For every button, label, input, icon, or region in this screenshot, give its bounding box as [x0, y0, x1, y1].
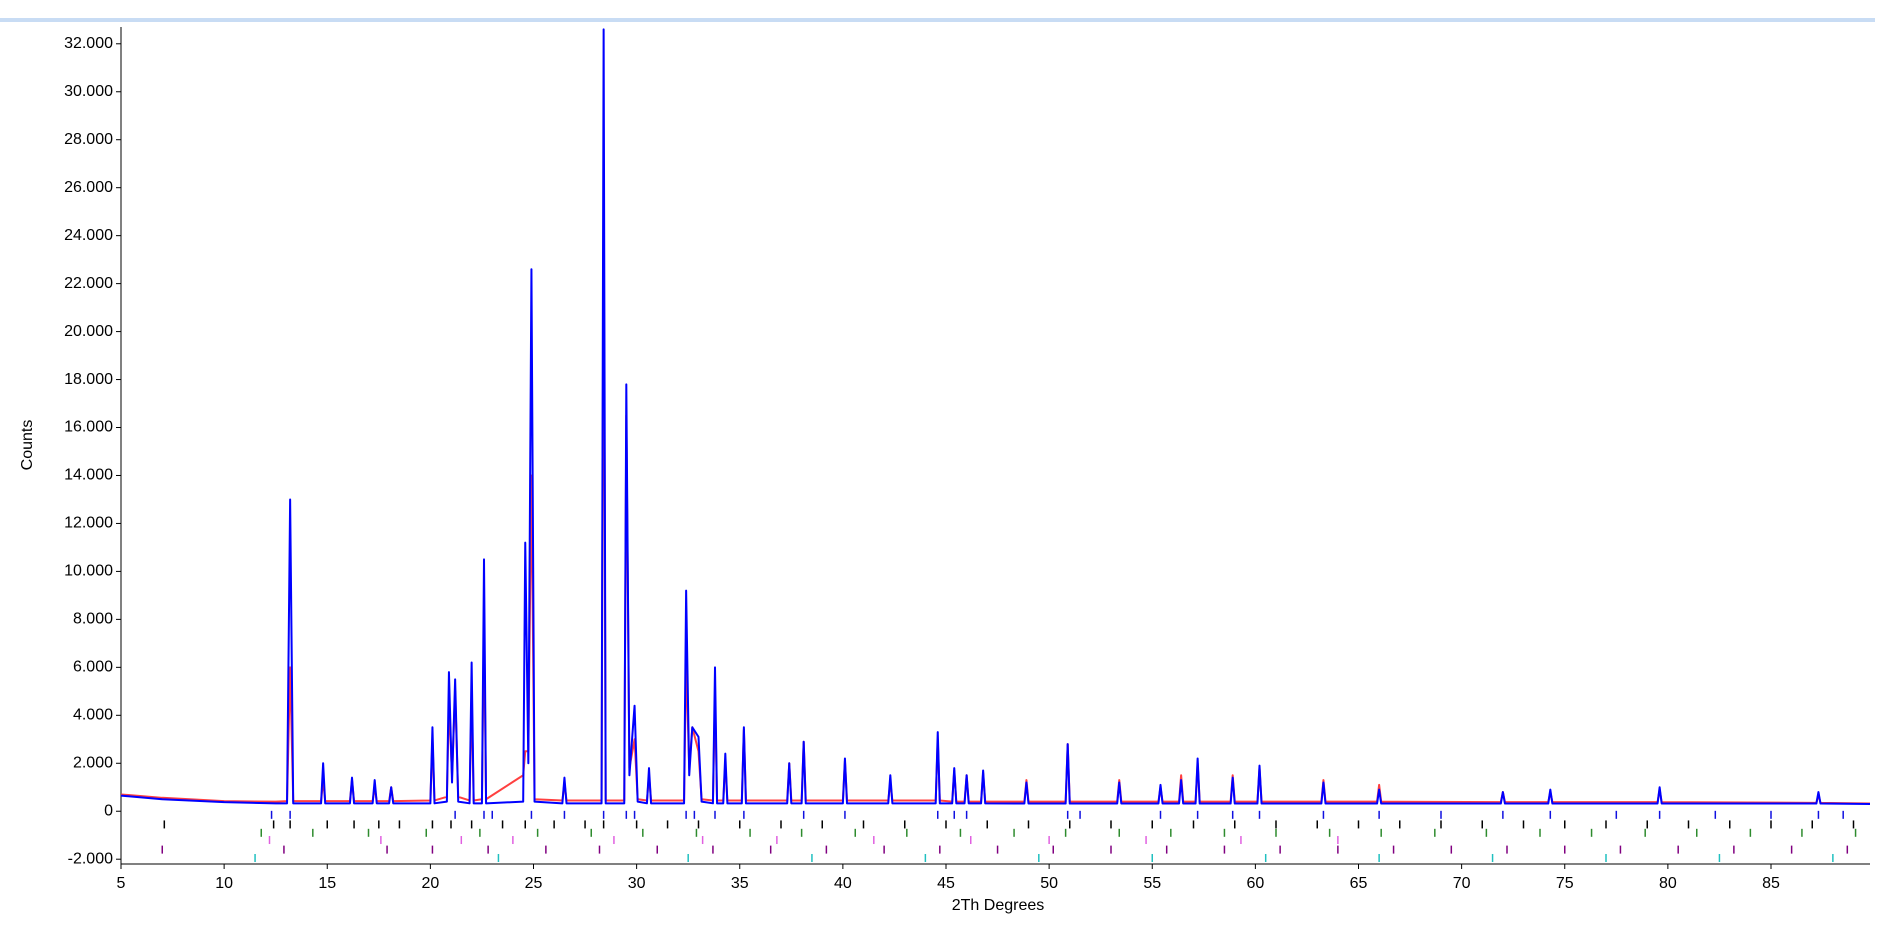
- pattern-line: [120, 28, 1871, 806]
- y-tick-label: 6.000: [73, 659, 113, 676]
- x-tick-label: 70: [1453, 875, 1471, 892]
- y-tick-label: 0: [104, 802, 113, 819]
- x-tick-label: 65: [1350, 875, 1368, 892]
- top-border: [0, 18, 1875, 22]
- x-tick-label: 10: [215, 875, 233, 892]
- y-tick-label: 10.000: [64, 563, 113, 580]
- x-tick-label: 5: [117, 875, 126, 892]
- x-tick-label: 30: [628, 875, 646, 892]
- y-tick-label: 4.000: [73, 707, 113, 724]
- y-tick-label: 16.000: [64, 419, 113, 436]
- y-tick-label: 24.000: [64, 227, 113, 244]
- x-tick-label: 50: [1040, 875, 1058, 892]
- x-tick-label: 20: [421, 875, 439, 892]
- y-tick-label: 28.000: [64, 131, 113, 148]
- x-axis-title: 2Th Degrees: [952, 897, 1045, 914]
- y-tick-label: 14.000: [64, 467, 113, 484]
- y-tick-label: 12.000: [64, 515, 113, 532]
- x-tick-label: 35: [731, 875, 749, 892]
- x-tick-label: 85: [1762, 875, 1780, 892]
- y-tick-label: 8.000: [73, 611, 113, 628]
- x-tick-label: 60: [1246, 875, 1264, 892]
- x-tick-label: 55: [1143, 875, 1161, 892]
- y-tick-label: 22.000: [64, 275, 113, 292]
- x-tick-label: 25: [525, 875, 543, 892]
- x-tick-label: 80: [1659, 875, 1677, 892]
- y-tick-label: -2.000: [68, 850, 113, 867]
- y-tick-label: 20.000: [64, 323, 113, 340]
- pattern-line: [120, 186, 1871, 805]
- y-axis-title: Counts: [19, 420, 36, 471]
- y-tick-label: 30.000: [64, 83, 113, 100]
- y-tick-label: 32.000: [64, 35, 113, 52]
- x-tick-label: 45: [937, 875, 955, 892]
- x-tick-label: 15: [318, 875, 336, 892]
- x-tick-label: 75: [1556, 875, 1574, 892]
- y-tick-label: 26.000: [64, 179, 113, 196]
- y-tick-label: 18.000: [64, 371, 113, 388]
- x-tick-label: 40: [834, 875, 852, 892]
- y-tick-label: 2.000: [73, 754, 113, 771]
